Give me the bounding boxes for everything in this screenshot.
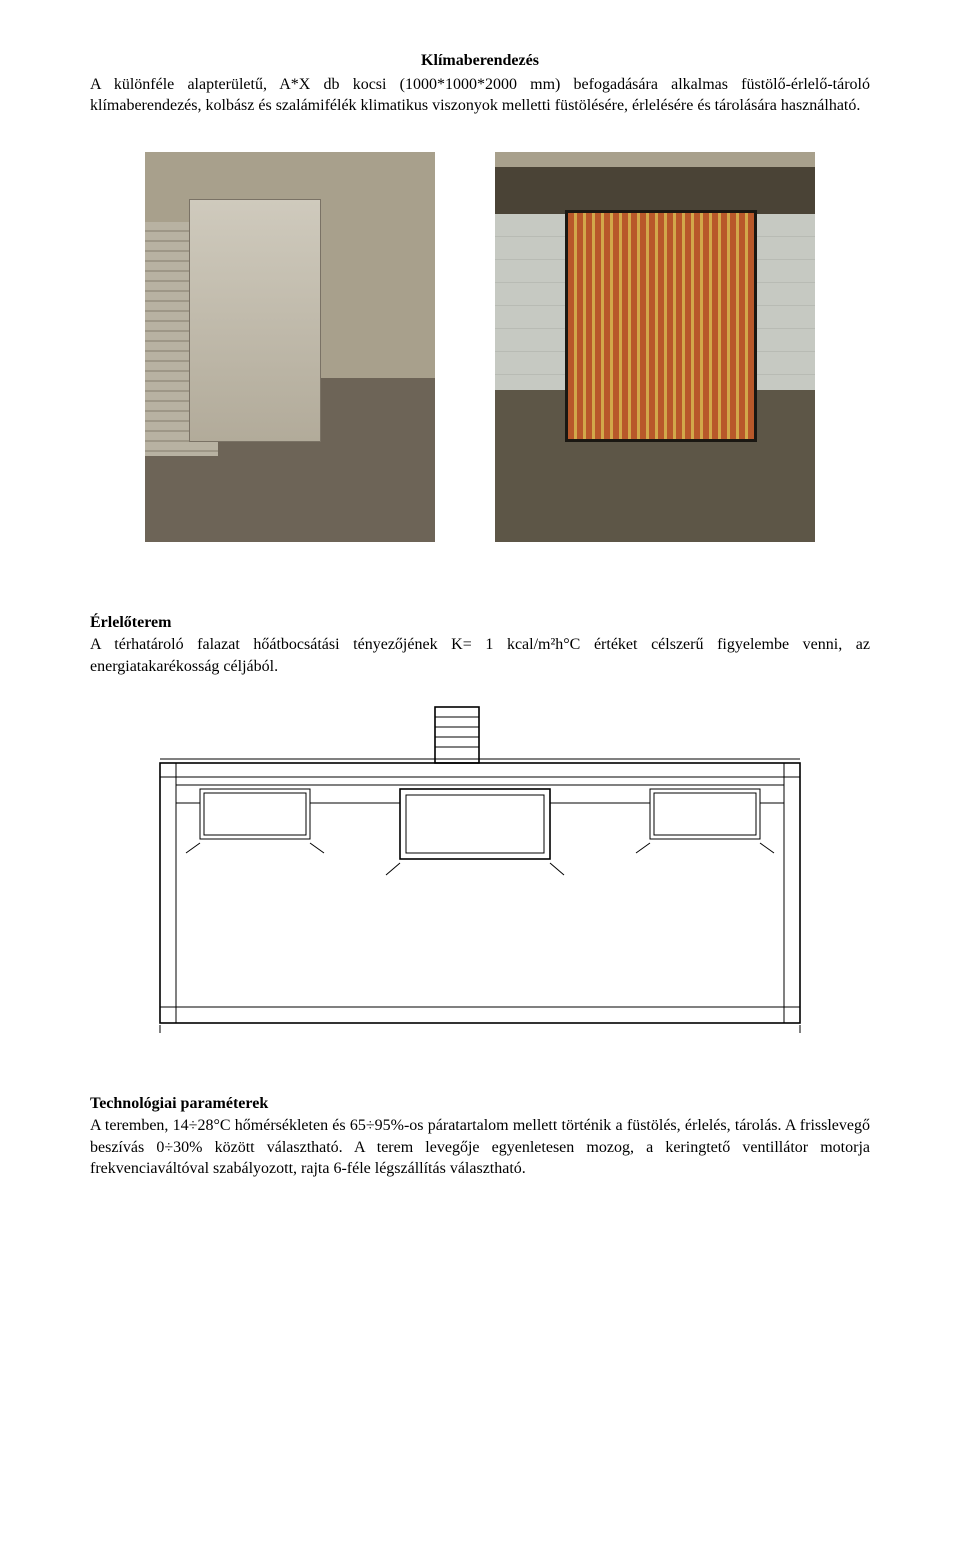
photo-drying-racks [145,152,435,542]
photo-sausage-trolley [495,152,815,542]
photo-detail-tile-wall [495,214,815,390]
section-title-ripening-room: Érlelőterem [90,612,870,634]
page-title: Klímaberendezés [90,50,870,72]
cross-section-diagram [130,703,830,1033]
photo-row [90,152,870,542]
intro-paragraph: A különféle alapterületű, A*X db kocsi (… [90,74,870,117]
diagram-container [90,703,870,1033]
photo-detail-beam [495,167,815,214]
section-body-tech-params: A teremben, 14÷28°C hőmérsékleten és 65÷… [90,1115,870,1180]
section-body-ripening-room: A térhatároló falazat hőátbocsátási tény… [90,634,870,677]
section-title-tech-params: Technológiai paraméterek [90,1093,870,1115]
photo-detail-rack [145,222,218,456]
